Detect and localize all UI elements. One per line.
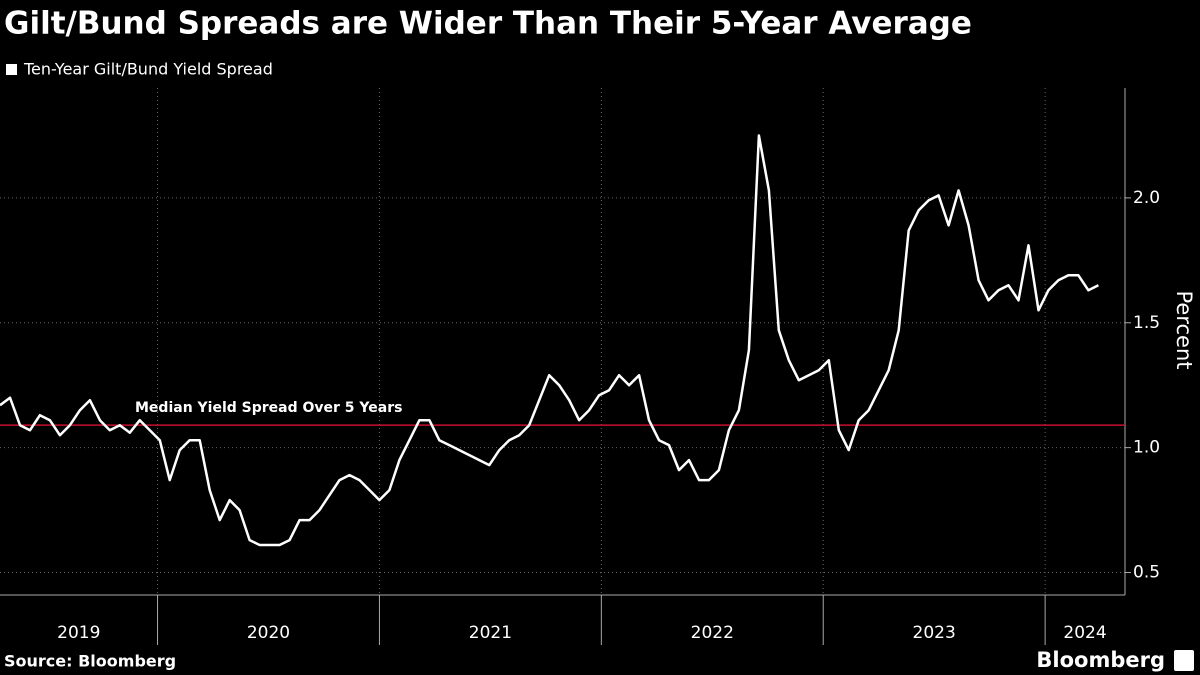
chart-title: Gilt/Bund Spreads are Wider Than Their 5… xyxy=(4,6,972,42)
y-tick-label: 0.5 xyxy=(1133,563,1160,583)
data-line xyxy=(0,134,1099,547)
x-tick-label: 2022 xyxy=(691,623,734,643)
y-tick-label: 2.0 xyxy=(1133,188,1160,208)
source: Source: Bloomberg xyxy=(4,652,176,671)
x-tick-label: 2024 xyxy=(1063,623,1106,643)
annotation: Median Yield Spread Over 5 Years xyxy=(135,400,402,416)
brand: Bloomberg xyxy=(1036,648,1165,672)
brand-icon xyxy=(1174,650,1194,671)
x-tick-label: 2020 xyxy=(247,623,290,643)
legend-swatch xyxy=(6,64,17,75)
legend-label: Ten-Year Gilt/Bund Yield Spread xyxy=(23,60,273,79)
x-tick-label: 2019 xyxy=(57,623,100,643)
y-tick-label: 1.0 xyxy=(1133,438,1160,458)
x-tick-label: 2023 xyxy=(913,623,956,643)
y-tick-label: 1.5 xyxy=(1133,313,1160,333)
x-tick-label: 2021 xyxy=(469,623,512,643)
y-axis-label: Percent xyxy=(1172,290,1196,369)
